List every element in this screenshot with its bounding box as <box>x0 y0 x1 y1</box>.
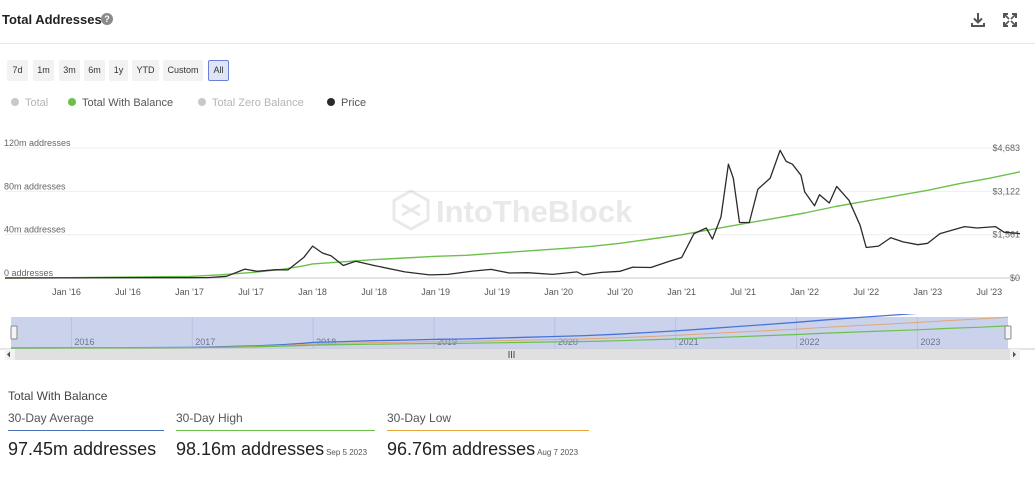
stat-date: Aug 7 2023 <box>537 448 579 457</box>
stat-value-row: 96.76m addresses Aug 7 2023 <box>387 439 589 460</box>
range-7d-button[interactable]: 7d <box>7 60 28 81</box>
scroll-left-arrow-icon[interactable] <box>7 351 10 358</box>
stat-30-day-high: 30-Day High 98.16m addresses Sep 5 2023 <box>176 411 375 460</box>
x-tick-label: Jan '17 <box>175 287 204 297</box>
x-tick-label: Jan '23 <box>913 287 942 297</box>
legend-item-price[interactable]: Price <box>327 97 366 109</box>
range-custom-button[interactable]: Custom <box>163 60 203 81</box>
series-line-total-with-balance <box>4 171 1021 279</box>
range-6m-button[interactable]: 6m <box>84 60 105 81</box>
x-tick-label: Jul '17 <box>238 287 264 297</box>
x-tick-label: Jul '20 <box>607 287 633 297</box>
legend-dot <box>198 98 206 106</box>
legend-label: Total Zero Balance <box>212 97 304 109</box>
legend-item-total-zero-balance[interactable]: Total Zero Balance <box>198 97 304 109</box>
watermark-text: IntoTheBlock <box>436 194 633 229</box>
x-tick-label: Jul '18 <box>361 287 387 297</box>
navigator-total-line <box>10 314 919 349</box>
stat-label: 30-Day Low <box>387 411 589 431</box>
scroll-grip-icon[interactable] <box>508 351 515 358</box>
x-axis: Jan '16 Jul '16 Jan '17 Jul '17 Jan '18 Jul '… <box>52 287 1002 297</box>
help-icon[interactable]: ? <box>101 13 113 25</box>
legend-item-total[interactable]: Total <box>11 97 48 109</box>
chart-series <box>4 149 1021 279</box>
navigator-year-label: 2017 <box>195 337 215 347</box>
range-ytd-button[interactable]: YTD <box>132 60 159 81</box>
x-tick-label: Jul '21 <box>730 287 756 297</box>
page-title: Total Addresses <box>2 12 102 27</box>
navigator-left-handle[interactable] <box>10 325 18 340</box>
range-all-button[interactable]: All <box>208 60 229 81</box>
y-tick-label-left: 80m addresses <box>4 181 66 191</box>
download-icon[interactable] <box>969 11 987 29</box>
legend-dot <box>11 98 19 106</box>
range-1m-button[interactable]: 1m <box>33 60 54 81</box>
x-tick-label: Jul '23 <box>976 287 1002 297</box>
stat-value-row: 97.45m addresses <box>8 439 164 460</box>
scroll-right-arrow-icon[interactable] <box>1013 351 1016 358</box>
y-tick-label-left: 0 addresses <box>4 268 54 278</box>
x-tick-label: Jul '16 <box>115 287 141 297</box>
navigator-year-label: 2023 <box>920 337 940 347</box>
stat-label: 30-Day Average <box>8 411 164 431</box>
navigator-year-label: 2021 <box>679 337 699 347</box>
legend-label: Total With Balance <box>82 97 174 109</box>
main-chart: IntoTheBlock 0 addresses 40m addresses 80m… <box>4 138 1021 297</box>
stats-series-title: Total With Balance <box>8 389 108 403</box>
x-tick-label: Jul '19 <box>484 287 510 297</box>
stat-30-day-low: 30-Day Low 96.76m addresses Aug 7 2023 <box>387 411 589 460</box>
stat-label: 30-Day High <box>176 411 375 431</box>
fullscreen-icon[interactable] <box>1001 11 1019 29</box>
navigator-scrollbar-thumb[interactable] <box>15 349 1010 360</box>
y-axis-right: $0 $1,561 $3,122 $4,683 <box>992 143 1020 283</box>
x-tick-label: Jan '21 <box>667 287 696 297</box>
stat-30-day-average: 30-Day Average 97.45m addresses <box>8 411 164 460</box>
stat-date: Sep 5 2023 <box>326 448 368 457</box>
range-navigator[interactable]: 2016 2017 2018 2019 2020 2021 2022 2023 <box>0 314 1035 362</box>
x-tick-label: Jan '22 <box>790 287 819 297</box>
navigator-year-label: 2016 <box>74 337 94 347</box>
y-tick-label-right: $4,683 <box>992 143 1020 153</box>
navigator-with-balance-line <box>10 325 1009 349</box>
x-tick-label: Jan '16 <box>52 287 81 297</box>
navigator-right-handle[interactable] <box>1004 325 1012 340</box>
x-tick-label: Jan '19 <box>421 287 450 297</box>
navigator-selection[interactable] <box>11 317 1008 349</box>
stat-value-row: 98.16m addresses Sep 5 2023 <box>176 439 375 460</box>
stat-value: 96.76m addresses <box>387 439 536 459</box>
x-tick-label: Jan '18 <box>298 287 327 297</box>
legend-dot <box>68 98 76 106</box>
range-1y-button[interactable]: 1y <box>109 60 128 81</box>
series-line-price <box>4 149 1021 279</box>
y-axis-left: 0 addresses 40m addresses 80m addresses 120… <box>4 138 71 278</box>
y-tick-label-right: $1,561 <box>992 230 1020 240</box>
range-3m-button[interactable]: 3m <box>59 60 80 81</box>
stat-value: 98.16m addresses <box>176 439 325 459</box>
legend-item-total-with-balance[interactable]: Total With Balance <box>68 97 173 109</box>
watermark: IntoTheBlock <box>392 189 633 231</box>
navigator-year-label: 2022 <box>800 337 820 347</box>
header-bar: Total Addresses ? <box>0 0 1035 44</box>
x-tick-label: Jul '22 <box>853 287 879 297</box>
stat-value: 97.45m addresses <box>8 439 157 459</box>
y-tick-label-right: $3,122 <box>992 186 1020 196</box>
legend-dot <box>327 98 335 106</box>
legend-label: Price <box>341 97 367 109</box>
legend-label: Total <box>25 97 49 109</box>
x-tick-label: Jan '20 <box>544 287 573 297</box>
y-tick-label-left: 120m addresses <box>4 138 71 148</box>
y-tick-label-right: $0 <box>1010 273 1020 283</box>
y-tick-label-left: 40m addresses <box>4 225 66 235</box>
